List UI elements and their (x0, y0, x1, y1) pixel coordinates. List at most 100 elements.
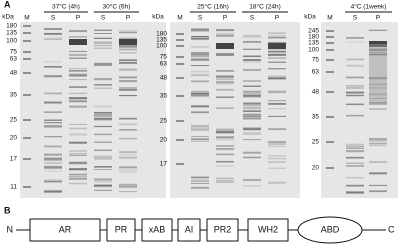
band (243, 59, 261, 61)
band (23, 40, 31, 42)
band (69, 101, 87, 103)
band (69, 100, 87, 102)
band (346, 150, 364, 153)
band (268, 61, 286, 63)
band (268, 43, 286, 49)
band (346, 76, 364, 79)
band (191, 74, 209, 77)
band (346, 86, 364, 89)
band (119, 39, 137, 45)
band (94, 155, 112, 157)
band (94, 125, 112, 128)
band (191, 93, 209, 95)
band (23, 119, 31, 121)
band (69, 182, 87, 185)
terminus: N (7, 224, 14, 234)
band (243, 55, 261, 58)
band (326, 30, 334, 32)
band (191, 128, 209, 131)
band (369, 29, 387, 31)
lane-label: P (76, 15, 80, 22)
band (268, 75, 286, 77)
unit-label: kDa (304, 14, 316, 21)
band (69, 150, 87, 153)
marker-label: 20 (160, 137, 168, 144)
band (44, 28, 62, 30)
band (94, 105, 112, 108)
marker-label: 35 (312, 114, 320, 121)
band (268, 48, 286, 51)
band (268, 102, 286, 105)
marker-label: 48 (160, 75, 168, 82)
unit-label: kDa (152, 14, 164, 21)
condition-label: 30°C (6h) (103, 3, 131, 11)
band (44, 65, 62, 68)
band (94, 184, 112, 187)
marker-label: 35 (160, 93, 168, 100)
band (176, 56, 184, 58)
band (243, 48, 261, 50)
marker-label: 75 (10, 49, 18, 56)
marker-label: 35 (10, 92, 18, 99)
band (119, 137, 137, 140)
band (119, 123, 137, 126)
band (94, 111, 112, 114)
marker-label: 75 (312, 57, 320, 64)
lane-label: P (275, 15, 279, 22)
band (23, 25, 31, 27)
lane-label: S (250, 15, 255, 22)
band (243, 128, 261, 131)
band (216, 32, 234, 35)
band (369, 142, 387, 144)
band (44, 75, 62, 77)
marker-label: 100 (6, 38, 17, 45)
band (346, 147, 364, 149)
band (44, 111, 62, 113)
band (44, 189, 62, 192)
band (119, 52, 137, 54)
band (191, 52, 209, 55)
band (119, 48, 137, 51)
marker-label: 245 (308, 28, 319, 35)
band (23, 94, 31, 96)
band (369, 190, 387, 193)
band (94, 180, 112, 183)
band (44, 37, 62, 40)
band (346, 156, 364, 159)
band (44, 157, 62, 160)
band (268, 115, 286, 117)
band (346, 145, 364, 147)
marker-label: 100 (308, 47, 319, 54)
band (216, 148, 234, 149)
band (69, 155, 87, 156)
band (94, 119, 112, 121)
band (243, 80, 261, 82)
band (243, 151, 261, 154)
domain-label: WH2 (258, 224, 278, 234)
band (191, 186, 209, 189)
band (94, 117, 112, 120)
band (191, 125, 209, 128)
band (176, 77, 184, 79)
panel-label: A (4, 0, 11, 9)
band (44, 125, 62, 128)
band (346, 91, 364, 94)
band (346, 103, 364, 106)
band (268, 53, 286, 56)
band (243, 106, 261, 108)
band (119, 156, 137, 159)
band (243, 36, 261, 38)
band (326, 91, 334, 93)
marker-label: 135 (156, 37, 167, 44)
band (216, 34, 234, 37)
marker-label: 25 (312, 139, 320, 146)
band (119, 45, 137, 48)
band (69, 39, 87, 45)
band (176, 33, 184, 35)
band (216, 153, 234, 156)
band (216, 88, 234, 91)
band (216, 29, 234, 32)
band (94, 166, 112, 168)
band (346, 64, 364, 66)
band (191, 90, 209, 93)
